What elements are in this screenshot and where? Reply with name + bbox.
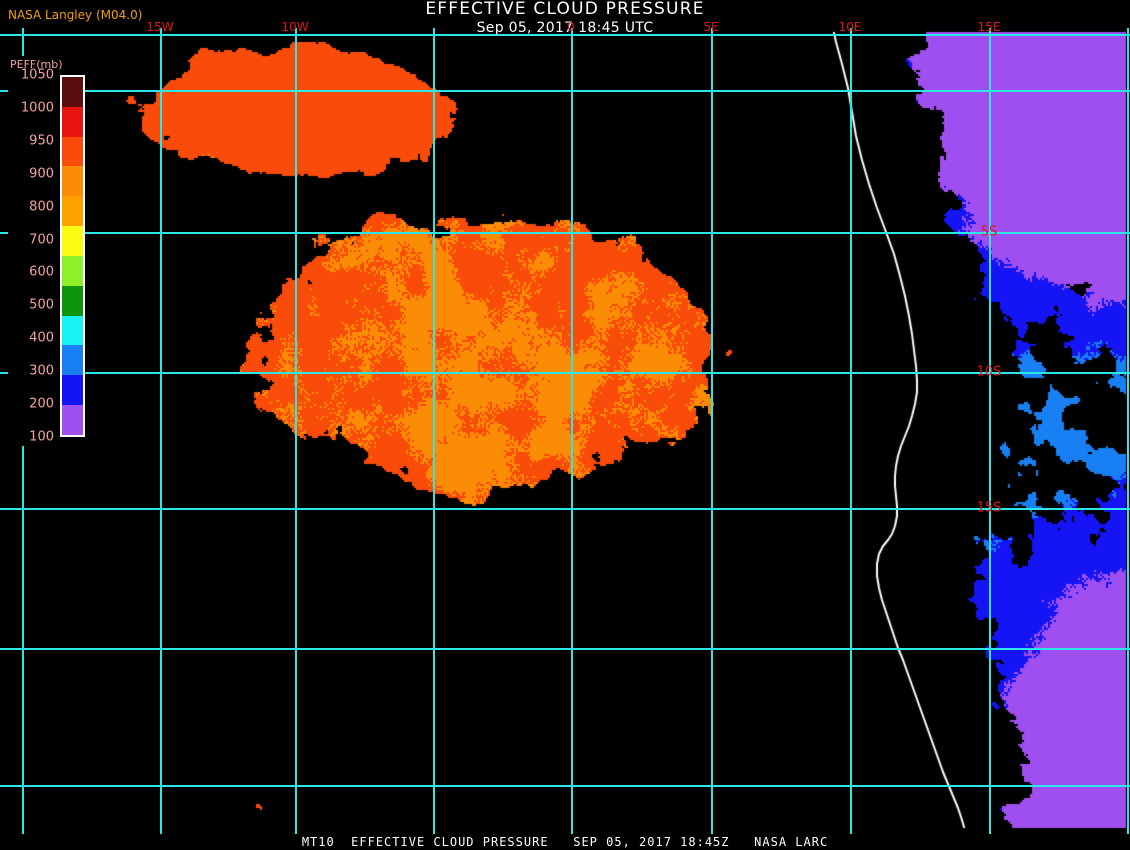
- cloud-pressure-raster: [0, 28, 1130, 834]
- longitude-label-0: 0: [567, 20, 575, 34]
- colorbar-tick-100: 100: [29, 429, 54, 445]
- colorbar-band-2: [62, 136, 83, 167]
- latitude-label-15S: 15S: [976, 500, 1002, 516]
- colorbar-band-9: [62, 345, 83, 376]
- status-bar: MT10 EFFECTIVE CLOUD PRESSURE SEP 05, 20…: [0, 834, 1130, 850]
- colorbar-band-4: [62, 196, 83, 227]
- colorbar-band-6: [62, 255, 83, 286]
- colorbar-tick-300: 300: [29, 363, 54, 379]
- colorbar-tick-900: 900: [29, 166, 54, 182]
- latitude-label-10S: 10S: [976, 364, 1002, 380]
- colorbar-legend: PEFF(mb) 1050 1000 950 900 800 700 600 500 400 30…: [8, 56, 85, 446]
- latitude-label-5S: 5S: [980, 224, 998, 240]
- colorbar-tick-1000: 1000: [20, 100, 54, 116]
- colorbar-tick-950: 950: [29, 133, 54, 149]
- longitude-label-5E: 5E: [703, 20, 719, 34]
- status-bar-text: MT10 EFFECTIVE CLOUD PRESSURE SEP 05, 20…: [301, 835, 829, 849]
- colorbar-tick-500: 500: [29, 297, 54, 313]
- colorbar-tick-800: 800: [29, 199, 54, 215]
- colorbar-tick-400: 400: [29, 330, 54, 346]
- colorbar-band-0: [62, 77, 83, 107]
- colorbar-band-1: [62, 106, 83, 137]
- longitude-label-10W: 10W: [281, 20, 309, 34]
- page-subtitle: Sep 05, 2017 18:45 UTC: [476, 20, 654, 36]
- page-title: EFFECTIVE CLOUD PRESSURE: [425, 0, 705, 19]
- colorbar-band-11: [62, 405, 83, 435]
- colorbar-bands: [62, 77, 83, 435]
- longitude-label-10E: 10E: [838, 20, 862, 34]
- colorbar-tick-200: 200: [29, 396, 54, 412]
- longitude-label-15E: 15E: [977, 20, 1001, 34]
- colorbar-band-10: [62, 375, 83, 406]
- colorbar-tick-700: 700: [29, 232, 54, 248]
- longitude-label-15W: 15W: [146, 20, 174, 34]
- colorbar-tick-1050: 1050: [20, 67, 54, 83]
- colorbar-band-7: [62, 285, 83, 316]
- colorbar-band-5: [62, 226, 83, 256]
- satellite-raster-panel: [0, 28, 1130, 834]
- colorbar-tick-600: 600: [29, 264, 54, 280]
- colorbar-band-8: [62, 315, 83, 346]
- colorbar-band-3: [62, 166, 83, 197]
- colorbar-swatch-box: [60, 75, 85, 437]
- agency-label: NASA Langley (M04.0): [8, 8, 143, 22]
